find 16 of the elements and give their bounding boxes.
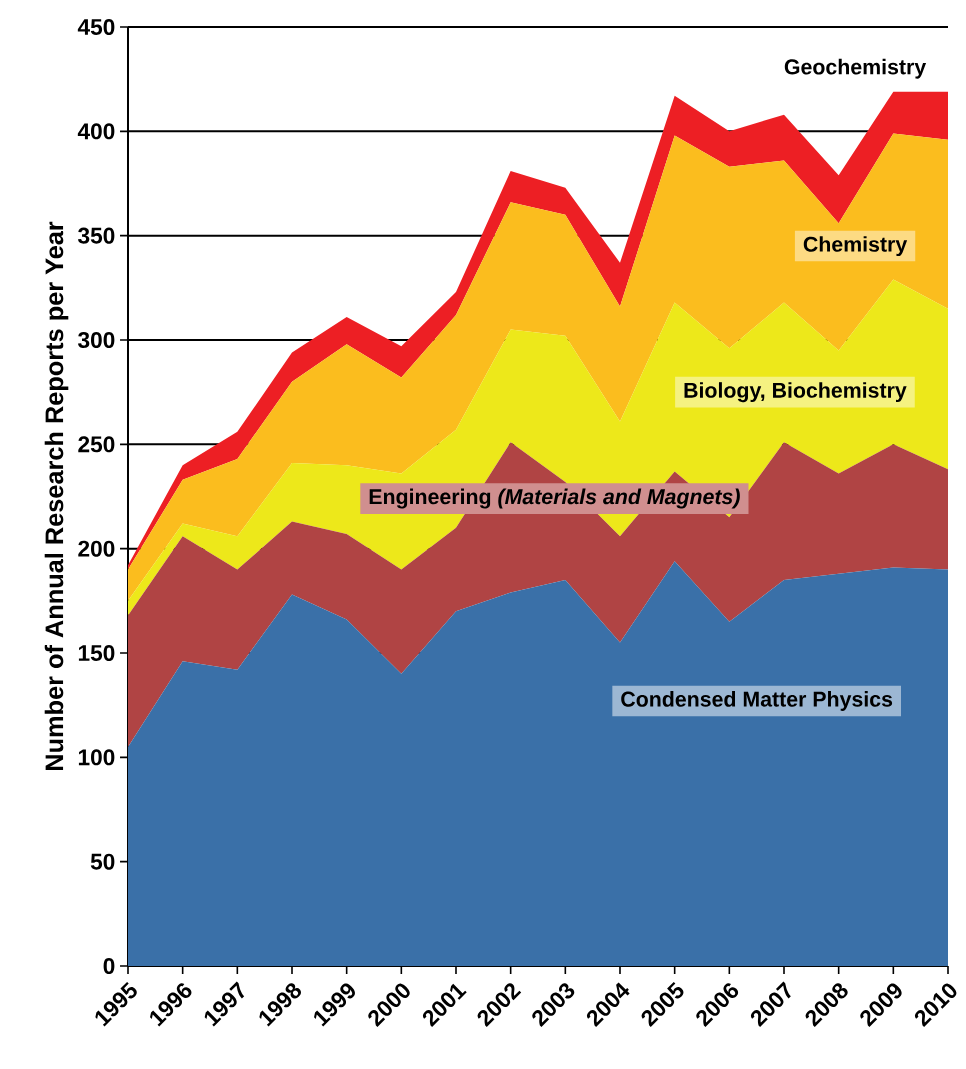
y-tick-label: 200 <box>78 540 115 557</box>
y-tick-label: 50 <box>90 853 115 870</box>
series-label: Geochemistry <box>784 58 927 79</box>
y-tick-label: 400 <box>78 123 115 140</box>
y-tick-label: 150 <box>79 644 115 662</box>
y-tick-label: 0 <box>103 957 115 975</box>
y-tick-label: 100 <box>79 749 115 766</box>
y-axis-title: Number of Annual Research Reports per Year <box>44 221 69 771</box>
y-tick-label: 250 <box>78 436 115 453</box>
series-label: Biology, Biochemistry <box>684 382 907 403</box>
y-tick-label: 300 <box>78 331 115 349</box>
y-tick-label: 350 <box>78 227 115 244</box>
y-tick-label: 450 <box>78 18 115 36</box>
series-label: Engineering (Materials and Magnets) <box>369 488 741 509</box>
series-label: Chemistry <box>803 236 908 257</box>
series-label: Condensed Matter Physics <box>621 691 893 711</box>
